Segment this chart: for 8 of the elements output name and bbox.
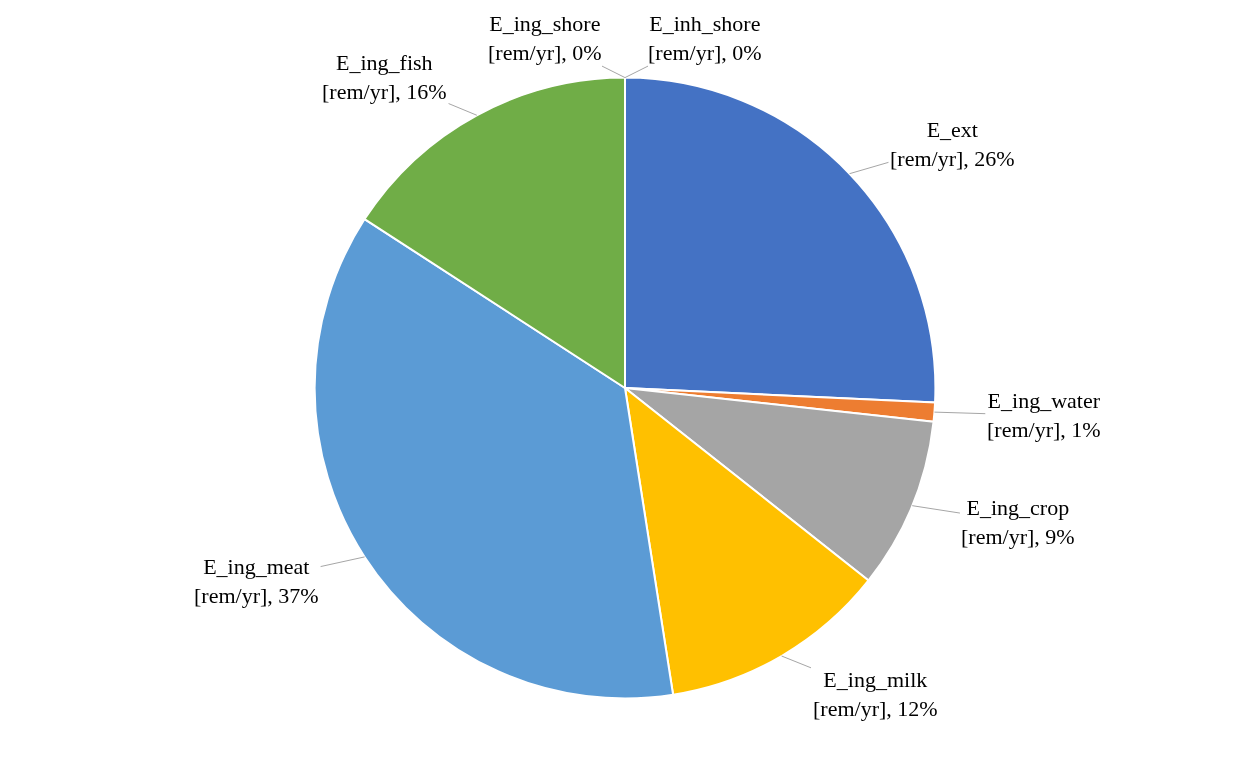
category-label: E_ing_shore [rem/yr], 0% (488, 11, 602, 65)
slice-label: E_ing_crop [rem/yr], 9% (961, 495, 1075, 549)
category-label: E_inh_shore [rem/yr], 0% (648, 11, 762, 65)
slice-label: E_ing_meat [rem/yr], 37% (194, 554, 319, 608)
slice-label: E_ing_milk [rem/yr], 12% (813, 667, 938, 721)
slice-label: E_ext [rem/yr], 26% (890, 117, 1015, 171)
slice-label: E_ing_fish [rem/yr], 16% (322, 50, 447, 104)
slice-label: E_ing_water [rem/yr], 1% (987, 388, 1101, 442)
